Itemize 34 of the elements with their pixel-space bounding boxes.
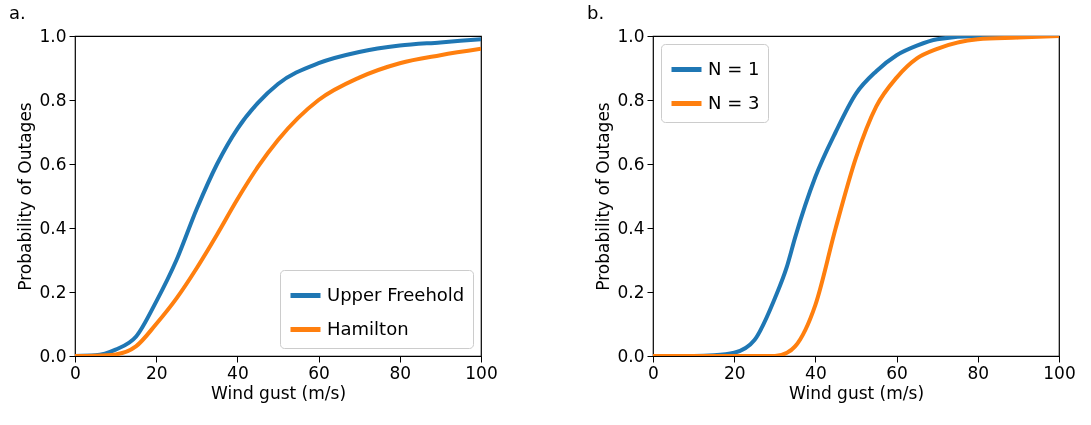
legend-label: Upper Freehold [327, 283, 465, 305]
x-tick-label: 0 [70, 362, 81, 383]
x-tick-label: 60 [886, 362, 908, 383]
y-axis-title: Probability of Outages [15, 102, 36, 291]
x-tick-label: 100 [465, 362, 498, 383]
y-tick-label: 0.4 [39, 217, 67, 238]
y-tick-label: 0.8 [617, 89, 645, 110]
x-tick-label: 100 [1043, 362, 1076, 383]
y-tick-label: 0.2 [617, 281, 645, 302]
y-tick-label: 0.6 [617, 153, 645, 174]
y-tick-label: 0.2 [39, 281, 67, 302]
legend-label: N = 1 [708, 57, 760, 79]
legend-label: Hamilton [327, 317, 409, 339]
y-tick-label: 0.0 [39, 345, 67, 366]
y-tick-label: 0.0 [617, 345, 645, 366]
chart-title: b. [586, 2, 605, 23]
x-tick-label: 40 [227, 362, 249, 383]
x-tick-label: 20 [723, 362, 746, 383]
y-tick-label: 0.6 [39, 153, 67, 174]
x-axis-title: Wind gust (m/s) [210, 382, 347, 403]
x-axis-title: Wind gust (m/s) [788, 382, 925, 403]
y-tick-label: 1.0 [617, 25, 645, 46]
y-tick-label: 0.4 [617, 217, 645, 238]
y-tick-label: 0.8 [39, 89, 67, 110]
y-axis-title: Probability of Outages [593, 102, 614, 291]
x-tick-label: 80 [389, 362, 412, 383]
x-tick-label: 60 [308, 362, 330, 383]
y-tick-label: 1.0 [39, 25, 67, 46]
legend-label: N = 3 [708, 91, 760, 113]
x-tick-label: 80 [967, 362, 990, 383]
chart-title: a. [8, 2, 26, 23]
x-tick-label: 40 [805, 362, 827, 383]
x-tick-label: 0 [648, 362, 659, 383]
x-tick-label: 20 [145, 362, 168, 383]
